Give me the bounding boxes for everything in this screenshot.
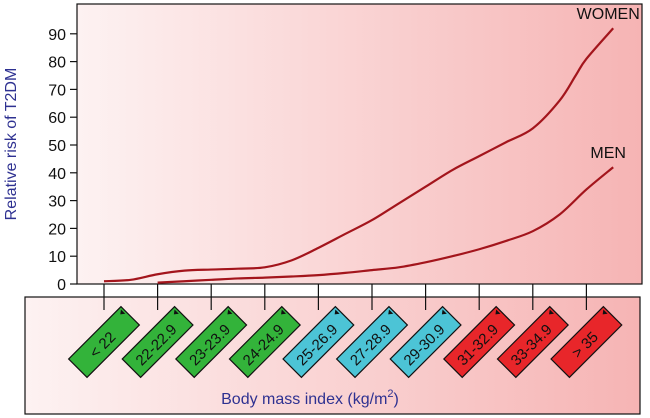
x-axis-ticks — [103, 284, 588, 310]
series-line-women — [103, 27, 615, 283]
x-axis-label-superscript: 2 — [387, 388, 393, 400]
category-tag-notch — [549, 309, 555, 315]
x-axis-label: Body mass index (kg/m2) — [221, 388, 399, 408]
category-tag-notch — [334, 309, 340, 315]
y-tick-label-60: 60 — [48, 110, 66, 127]
category-tag-notch — [388, 309, 394, 315]
category-tag-notch — [495, 309, 501, 315]
x-axis-label-tail: ) — [394, 391, 399, 408]
y-axis-ticks: 0 10 20 30 40 50 60 70 80 90 — [48, 27, 77, 294]
series-label-women: WOMEN — [577, 6, 640, 23]
y-tick-label-90: 90 — [48, 27, 66, 44]
category-tag-body — [442, 305, 516, 379]
y-axis-label: Relative risk of T2DM — [3, 68, 20, 221]
category-tag-body — [67, 305, 141, 379]
category-tag-notch — [227, 309, 233, 315]
y-tick-label-40: 40 — [48, 166, 66, 183]
y-tick-label-80: 80 — [48, 55, 66, 72]
category-tag-body — [496, 305, 570, 379]
category-tag-body — [550, 305, 623, 379]
category-tag-notch — [120, 309, 126, 315]
y-tick-label-70: 70 — [48, 82, 66, 99]
category-tag-notch — [281, 309, 287, 315]
category-tag-body — [174, 305, 248, 379]
y-tick-label-30: 30 — [48, 194, 66, 211]
category-tag-notch — [173, 309, 179, 315]
category-tag-body — [335, 305, 409, 379]
series-label-men: MEN — [590, 145, 626, 162]
y-tick-label-0: 0 — [57, 277, 66, 294]
category-tag-notch — [602, 309, 608, 315]
y-tick-label-10: 10 — [48, 249, 66, 266]
category-tag-body — [389, 305, 462, 379]
category-tag-notch — [441, 309, 447, 315]
plot-area — [76, 3, 643, 285]
category-tag-body — [282, 305, 355, 379]
series-lines: WOMEN MEN — [103, 6, 640, 284]
x-axis-label-main: Body mass index (kg/m — [221, 391, 387, 408]
series-line-men — [157, 166, 614, 284]
category-tag-body — [228, 305, 302, 379]
category-tag-body — [121, 305, 194, 379]
y-tick-label-50: 50 — [48, 138, 66, 155]
y-tick-label-20: 20 — [48, 221, 66, 238]
